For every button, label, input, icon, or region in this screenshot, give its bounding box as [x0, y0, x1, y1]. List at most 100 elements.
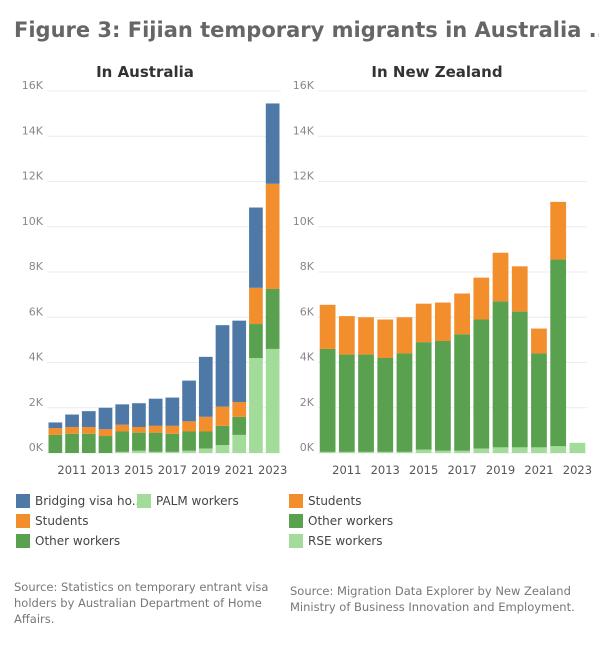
au-bar-other-2015: [132, 432, 146, 451]
nz-bar-students-2017: [454, 293, 470, 335]
nz-bar-rse-2015: [415, 449, 432, 453]
chart-australia: 0K 2K 4K 6K 8K 10K 12K 14K 16K 2011 2013 2015 2017 20…: [22, 79, 288, 477]
au-bar-bridging-2019: [198, 356, 213, 417]
nz-y-tick-label: 10K: [293, 215, 315, 228]
au-x-tick-label: 2019: [191, 463, 220, 477]
nz-bar-other-2017: [454, 334, 470, 451]
au-bar-bridging-2021: [232, 320, 247, 403]
au-bar-students-2012: [81, 426, 96, 434]
figure-title: Figure 3: Fijian temporary migrants in A…: [14, 18, 599, 42]
legend-swatch-students-nz: [289, 494, 303, 508]
au-y-tick-label: 12K: [22, 170, 44, 183]
au-bar-bridging-2022: [249, 207, 263, 288]
nz-bar-other-2021: [531, 353, 547, 448]
nz-bar-students-2020: [511, 266, 528, 312]
legend-item-students-nz: Students: [289, 494, 362, 508]
au-bar-other-2013: [98, 436, 113, 453]
au-bar-other-2021: [232, 416, 247, 435]
nz-bar-rse-2017: [454, 450, 470, 453]
legend-label-bridging: Bridging visa ho..: [35, 494, 140, 508]
au-bar-students-2023: [265, 183, 280, 289]
nz-y-tick-label: 4K: [300, 351, 315, 364]
nz-bar-students-2014: [396, 317, 413, 354]
au-bar-palm-2019: [198, 448, 213, 453]
au-bar-other-2018: [182, 431, 196, 451]
au-bar-other-2023: [265, 288, 280, 349]
nz-bar-students-2016: [435, 302, 451, 342]
au-bar-bridging-2020: [215, 325, 230, 407]
au-bar-bridging-2014: [115, 404, 130, 425]
au-y-tick-label: 8K: [29, 260, 44, 273]
au-bar-students-2016: [148, 425, 163, 433]
nz-bar-rse-2010: [319, 451, 336, 453]
au-x-tick-label: 2023: [258, 463, 287, 477]
nz-bar-other-2020: [511, 311, 528, 448]
au-bar-other-2014: [115, 431, 130, 452]
nz-bar-students-2021: [531, 328, 547, 354]
legend-item-bridging: Bridging visa ho..: [16, 494, 139, 508]
legend-item-students-au: Students: [16, 514, 89, 528]
chart-title-australia: In Australia: [96, 63, 194, 81]
legend-swatch-other-au: [16, 534, 30, 548]
legend-swatch-students-au: [16, 514, 30, 528]
au-bar-palm-2023: [265, 348, 280, 453]
au-bar-bridging-2015: [132, 403, 146, 427]
source-note-australia: Source: Statistics on temporary entrant …: [14, 580, 269, 626]
au-bar-other-2012: [81, 433, 96, 453]
nz-x-tick-label: 2021: [524, 463, 553, 477]
nz-bar-rse-2022: [550, 446, 567, 453]
nz-bar-students-2018: [473, 277, 490, 320]
nz-bar-students-2019: [492, 252, 509, 302]
nz-bar-other-2018: [473, 319, 490, 449]
au-x-tick-label: 2021: [225, 463, 254, 477]
au-bar-students-2013: [98, 429, 113, 437]
au-bar-students-2019: [198, 416, 213, 432]
legend-item-palm: PALM workers: [137, 494, 239, 508]
legend-swatch-rse: [289, 534, 303, 548]
au-bar-students-2020: [215, 406, 230, 426]
au-y-tick-label: 2K: [29, 396, 44, 409]
au-bar-other-2022: [249, 324, 263, 358]
legend-swatch-bridging: [16, 494, 30, 508]
au-bar-bridging-2016: [148, 398, 163, 426]
nz-x-tick-label: 2011: [332, 463, 361, 477]
au-y-tick-label: 0K: [29, 441, 44, 454]
nz-bar-rse-2014: [396, 451, 413, 453]
au-bar-other-2011: [65, 433, 79, 453]
nz-x-tick-label: 2013: [371, 463, 400, 477]
au-y-tick-label: 16K: [22, 79, 44, 92]
nz-bar-rse-2021: [531, 447, 547, 453]
legend-swatch-other-nz: [289, 514, 303, 528]
nz-bar-other-2011: [338, 354, 355, 452]
au-x-tick-label: 2011: [57, 463, 86, 477]
nz-bar-other-2012: [358, 354, 374, 452]
au-bar-palm-2014: [115, 451, 130, 453]
au-bar-students-2021: [232, 402, 247, 417]
legend-label-students-au: Students: [35, 514, 89, 528]
nz-bar-rse-2013: [377, 451, 394, 453]
nz-y-tick-label: 12K: [293, 170, 315, 183]
nz-bar-students-2015: [415, 303, 432, 343]
au-bar-bridging-2013: [98, 407, 113, 430]
nz-x-tick-label: 2017: [447, 463, 476, 477]
au-bar-students-2010: [48, 428, 63, 435]
au-bar-palm-2016: [148, 451, 163, 453]
nz-bar-students-2022: [550, 201, 567, 260]
au-bar-bridging-2017: [165, 397, 180, 426]
nz-bar-students-2010: [319, 304, 336, 349]
au-bar-bridging-2012: [81, 411, 96, 427]
nz-y-tick-label: 6K: [300, 305, 315, 318]
au-bar-bridging-2010: [48, 422, 63, 429]
au-y-tick-label: 6K: [29, 305, 44, 318]
au-bar-other-2019: [198, 431, 213, 449]
au-bar-palm-2022: [249, 357, 263, 453]
chart-title-new-zealand: In New Zealand: [371, 63, 503, 81]
au-y-tick-label: 14K: [22, 124, 44, 137]
source-note-new-zealand: Source: Migration Data Explorer by New Z…: [290, 584, 575, 614]
nz-x-tick-label: 2019: [486, 463, 515, 477]
au-bar-bridging-2018: [182, 380, 196, 422]
au-bar-other-2016: [148, 432, 163, 452]
nz-bar-other-2013: [377, 357, 394, 452]
nz-bar-students-2011: [338, 316, 355, 355]
legend-label-palm: PALM workers: [156, 494, 239, 508]
